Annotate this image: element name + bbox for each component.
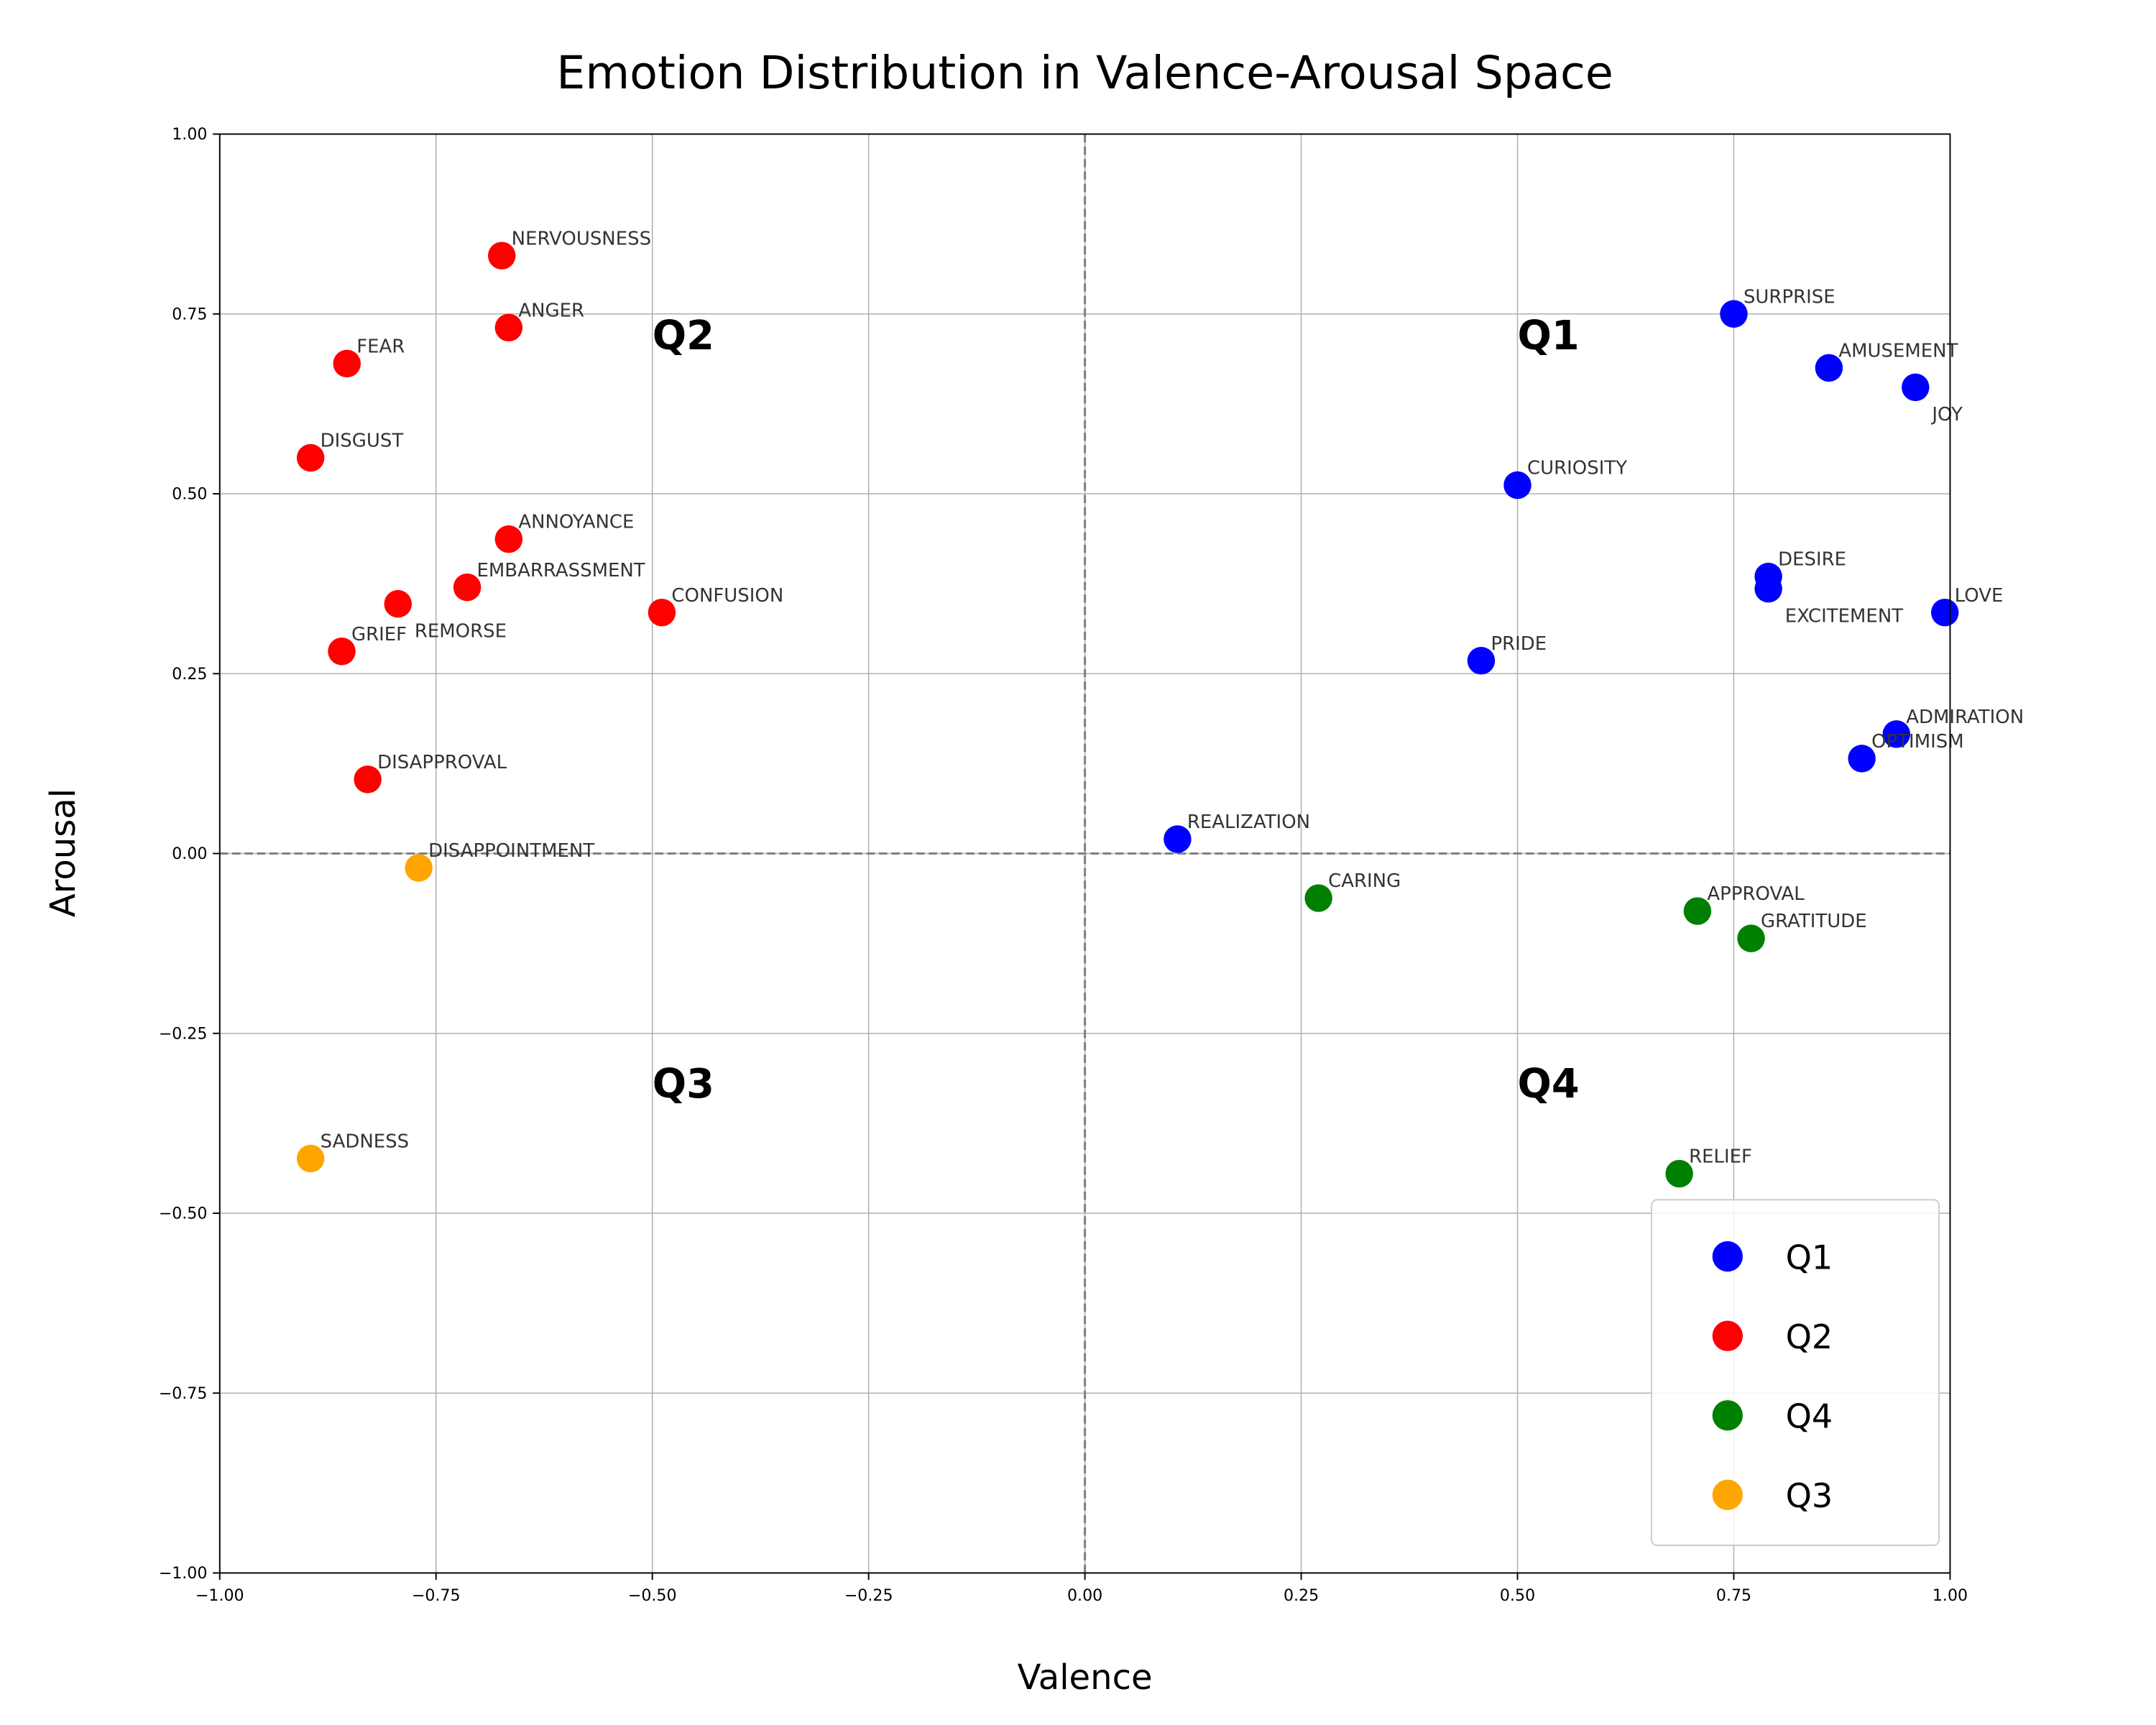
legend-label: Q3 bbox=[1786, 1476, 1833, 1515]
point-label: REMORSE bbox=[415, 620, 507, 642]
point-label: LOVE bbox=[1955, 585, 2004, 607]
data-point bbox=[354, 765, 382, 794]
point-label: DESIRE bbox=[1778, 549, 1846, 571]
point-label: GRIEF bbox=[351, 624, 407, 645]
data-point bbox=[1683, 897, 1712, 925]
data-point bbox=[1503, 471, 1531, 500]
data-point bbox=[648, 598, 676, 627]
x-tick-label: 1.00 bbox=[1932, 1586, 1968, 1605]
point-label: OPTIMISM bbox=[1871, 731, 1964, 753]
point-label: CONFUSION bbox=[671, 585, 783, 607]
x-tick-label: −0.75 bbox=[412, 1586, 461, 1605]
x-axis-label: Valence bbox=[1018, 1657, 1153, 1698]
point-label: EXCITEMENT bbox=[1785, 605, 1904, 627]
point-label: SURPRISE bbox=[1743, 286, 1835, 308]
point-label: DISAPPROVAL bbox=[377, 752, 507, 773]
data-point bbox=[405, 854, 433, 882]
y-axis-label: Arousal bbox=[43, 788, 83, 917]
data-point bbox=[1164, 825, 1192, 853]
x-tick-label: −0.50 bbox=[628, 1586, 677, 1605]
y-tick-label: −0.75 bbox=[159, 1384, 208, 1403]
point-label: CARING bbox=[1328, 870, 1401, 892]
data-point bbox=[1882, 720, 1911, 748]
data-point bbox=[494, 313, 523, 342]
data-point bbox=[1815, 354, 1843, 382]
data-point bbox=[1720, 300, 1748, 328]
point-label: NERVOUSNESS bbox=[512, 228, 651, 249]
data-point bbox=[453, 573, 482, 602]
point-label: SADNESS bbox=[321, 1131, 409, 1153]
point-label: DISAPPOINTMENT bbox=[428, 840, 594, 862]
y-tick-label: −0.50 bbox=[159, 1205, 208, 1223]
point-label: APPROVAL bbox=[1707, 883, 1805, 905]
y-tick-label: −0.25 bbox=[159, 1024, 208, 1043]
data-point bbox=[384, 589, 412, 618]
x-tick-label: 0.25 bbox=[1284, 1586, 1319, 1605]
x-tick-label: 0.00 bbox=[1067, 1586, 1102, 1605]
point-label: CURIOSITY bbox=[1527, 458, 1627, 479]
data-point bbox=[1467, 647, 1496, 675]
point-label: RELIEF bbox=[1689, 1146, 1752, 1168]
data-point bbox=[494, 525, 523, 553]
data-point bbox=[487, 242, 516, 270]
point-label: REALIZATION bbox=[1187, 811, 1310, 833]
x-tick-label: −0.25 bbox=[844, 1586, 893, 1605]
y-tick-label: 0.00 bbox=[172, 845, 207, 863]
data-point bbox=[1737, 924, 1765, 952]
quadrant-label: Q2 bbox=[653, 313, 714, 359]
y-tick-label: 0.75 bbox=[172, 305, 207, 323]
x-tick-label: 0.75 bbox=[1716, 1586, 1751, 1605]
data-point bbox=[1754, 574, 1782, 603]
point-label: ANNOYANCE bbox=[518, 512, 634, 533]
data-point bbox=[1848, 745, 1876, 773]
legend-marker bbox=[1712, 1241, 1743, 1272]
point-label: ANGER bbox=[518, 300, 584, 321]
x-tick-label: 0.50 bbox=[1500, 1586, 1535, 1605]
quadrant-label: Q4 bbox=[1518, 1061, 1580, 1108]
data-point bbox=[1902, 373, 1930, 402]
legend-label: Q4 bbox=[1786, 1397, 1833, 1436]
point-label: GRATITUDE bbox=[1761, 911, 1867, 932]
data-point bbox=[1304, 884, 1332, 912]
data-point bbox=[296, 1144, 325, 1173]
data-point bbox=[296, 443, 325, 472]
x-tick-label: −1.00 bbox=[195, 1586, 244, 1605]
point-label: FEAR bbox=[356, 336, 405, 357]
y-tick-label: −1.00 bbox=[159, 1564, 208, 1583]
data-point bbox=[333, 349, 361, 378]
y-tick-label: 0.50 bbox=[172, 485, 207, 504]
point-label: ADMIRATION bbox=[1906, 707, 2024, 728]
legend-box bbox=[1651, 1199, 1940, 1546]
point-label: JOY bbox=[1930, 404, 1963, 426]
y-tick-label: 0.25 bbox=[172, 665, 207, 684]
legend-label: Q1 bbox=[1786, 1238, 1833, 1276]
legend: Q1 Q2 Q4 Q3 bbox=[1651, 1199, 1940, 1546]
point-label: DISGUST bbox=[321, 431, 404, 452]
ticks: −1.00 −0.75 −0.50 −0.25 0.00 0.25 0.50 0.75 1.00… bbox=[159, 125, 1968, 1605]
quadrant-label: Q1 bbox=[1518, 313, 1580, 359]
data-points: Q1 Q2 Q3 Q4 SURPRISE AMUSEMENT JOY CURIOSITY DES… bbox=[296, 228, 2024, 1188]
quadrant-label: Q3 bbox=[653, 1061, 714, 1108]
point-label: AMUSEMENT bbox=[1838, 340, 1958, 362]
legend-marker bbox=[1712, 1479, 1743, 1510]
y-tick-label: 1.00 bbox=[172, 125, 207, 144]
data-point bbox=[328, 637, 356, 666]
legend-marker bbox=[1712, 1320, 1743, 1351]
data-point bbox=[1931, 598, 1959, 627]
chart-title: Emotion Distribution in Valence-Arousal … bbox=[556, 46, 1613, 99]
point-label: EMBARRASSMENT bbox=[477, 560, 645, 581]
data-point bbox=[1665, 1159, 1693, 1188]
point-label: PRIDE bbox=[1491, 633, 1547, 655]
plot-frame bbox=[218, 133, 1951, 1574]
legend-label: Q2 bbox=[1786, 1317, 1833, 1356]
legend-marker bbox=[1712, 1400, 1743, 1431]
